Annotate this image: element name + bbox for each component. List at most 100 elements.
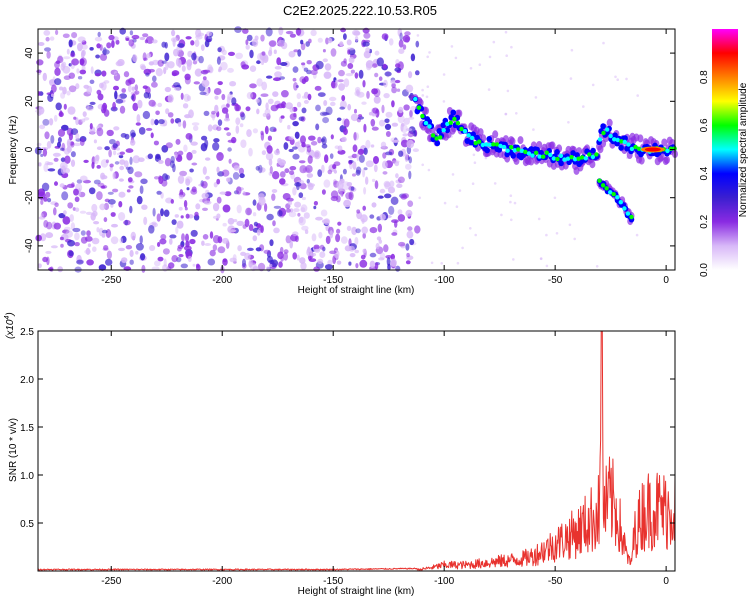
noise-blob: [238, 167, 244, 175]
noise-blob: [131, 34, 140, 40]
noise-blob: [354, 249, 360, 254]
noise-blob: [50, 93, 55, 98]
ridge-halo: [661, 138, 668, 147]
noise-blob: [287, 124, 291, 130]
noise-blob: [36, 142, 42, 147]
ridge-core: [486, 136, 493, 142]
noise-blob: [216, 56, 221, 65]
noise-blob: [185, 176, 193, 184]
noise-blob: [69, 214, 74, 222]
noise-blob: [135, 122, 141, 126]
noise-blob: [143, 57, 148, 61]
noise-blob: [53, 207, 57, 216]
noise-blob: [119, 165, 125, 171]
noise-blob: [288, 211, 297, 218]
noise-blob: [341, 95, 346, 102]
noise-blob: [288, 50, 296, 58]
noise-blob: [190, 229, 198, 237]
ridge-halo: [423, 106, 429, 115]
noise-blob: [245, 39, 249, 46]
noise-blob: [140, 178, 148, 185]
noise-blob: [397, 28, 403, 37]
noise-blob: [391, 83, 396, 88]
noise-blob: [545, 233, 548, 237]
noise-blob: [292, 66, 299, 73]
noise-blob: [144, 39, 148, 44]
noise-blob: [92, 246, 97, 252]
noise-blob: [77, 42, 83, 52]
ridge-bright: [612, 137, 617, 142]
noise-blob: [185, 178, 191, 186]
spectrogram-x-ticks: -250 -200 -150 -100 -50 0: [101, 29, 669, 286]
noise-blob: [363, 167, 368, 171]
noise-blob: [102, 49, 110, 55]
noise-blob: [54, 202, 59, 208]
ridge-bright: [484, 142, 489, 147]
noise-blob: [118, 191, 126, 198]
noise-blob: [362, 80, 366, 88]
noise-blob: [45, 250, 52, 254]
noise-blob: [220, 61, 228, 71]
noise-blob: [44, 131, 50, 140]
noise-blob: [113, 85, 119, 91]
noise-blob: [382, 152, 387, 159]
noise-blob: [256, 78, 263, 87]
noise-blob: [322, 49, 326, 53]
noise-blob: [152, 207, 156, 217]
noise-blob: [185, 233, 189, 243]
noise-blob: [86, 259, 94, 266]
noise-blob: [89, 101, 96, 105]
noise-blob: [353, 131, 357, 141]
noise-blob: [469, 227, 472, 230]
noise-blob: [262, 55, 268, 62]
noise-blob: [384, 193, 392, 199]
noise-blob: [369, 252, 377, 258]
noise-blob: [226, 177, 231, 183]
noise-blob: [405, 128, 413, 132]
noise-blob: [191, 52, 197, 61]
ridge-bright: [438, 135, 443, 140]
ridge-bright: [615, 195, 620, 200]
noise-blob: [104, 146, 110, 151]
noise-blob: [300, 204, 308, 213]
noise-blob: [428, 51, 431, 54]
noise-blob: [260, 93, 269, 97]
noise-blob: [249, 65, 257, 72]
noise-blob: [226, 103, 230, 108]
noise-blob: [372, 63, 378, 68]
noise-blob: [403, 104, 410, 111]
noise-blob: [229, 81, 237, 87]
noise-blob: [84, 236, 93, 242]
noise-blob: [616, 78, 619, 81]
noise-blob: [80, 230, 86, 236]
noise-blob: [106, 129, 114, 137]
noise-blob: [82, 111, 87, 117]
noise-blob: [335, 79, 339, 83]
ridge-bright: [611, 192, 616, 197]
noise-blob: [408, 71, 413, 79]
noise-blob: [297, 49, 302, 57]
ridge-bright: [441, 128, 446, 133]
noise-blob: [53, 157, 59, 162]
noise-blob: [395, 173, 399, 179]
noise-blob: [71, 58, 79, 66]
noise-blob: [505, 54, 509, 57]
noise-blob: [319, 244, 325, 250]
noise-blob: [110, 212, 116, 217]
ridge-bright: [516, 147, 521, 152]
noise-blob: [379, 188, 386, 194]
noise-blob: [415, 40, 420, 48]
noise-blob: [242, 258, 246, 268]
noise-blob: [510, 45, 513, 49]
noise-blob: [406, 139, 415, 149]
noise-blob: [354, 72, 359, 79]
noise-blob: [67, 106, 76, 115]
ridge-bright: [580, 155, 585, 160]
noise-blob: [277, 39, 286, 47]
noise-blob: [378, 119, 386, 127]
noise-blob: [196, 263, 200, 268]
noise-blob: [177, 244, 184, 249]
noise-blob: [504, 112, 508, 116]
ridge-bright: [491, 142, 496, 147]
noise-blob: [68, 63, 73, 67]
